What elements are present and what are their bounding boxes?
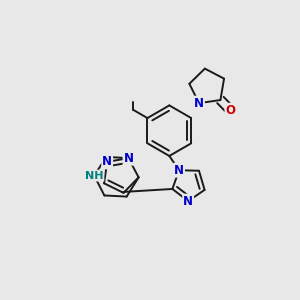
Text: N: N — [194, 97, 204, 110]
Text: N: N — [124, 152, 134, 165]
Text: N: N — [183, 195, 193, 208]
Text: N: N — [174, 164, 184, 177]
Text: N: N — [102, 155, 112, 168]
Text: NH: NH — [85, 171, 104, 181]
Text: O: O — [225, 104, 236, 117]
